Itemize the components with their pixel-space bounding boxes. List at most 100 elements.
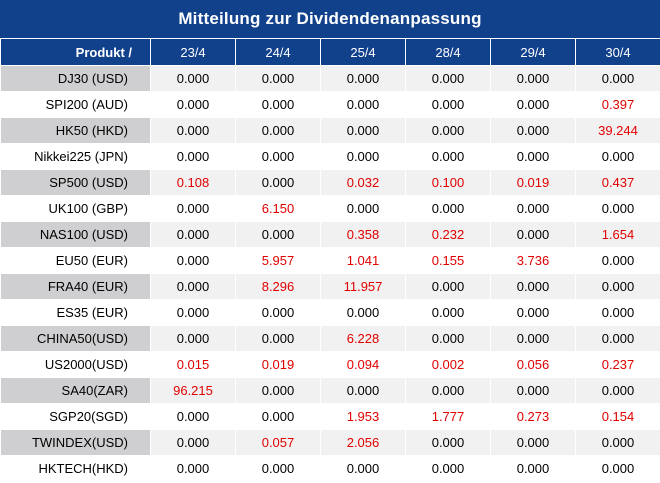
value-cell: 0.000 — [575, 247, 660, 274]
value-cell: 0.000 — [575, 325, 660, 352]
table-row: US2000(USD) 0.015 0.019 0.094 0.002 0.056 0.23… — [0, 351, 660, 378]
value-cell: 0.000 — [150, 273, 236, 300]
value-cell: 0.108 — [150, 169, 236, 196]
product-name-cell: US2000(USD) — [0, 351, 151, 378]
table-row: HK50 (HKD) 0.000 0.000 0.000 0.000 0.000 39.24… — [0, 117, 660, 144]
column-header-date: 23/4 — [150, 38, 236, 66]
value-cell: 0.000 — [575, 299, 660, 326]
value-cell: 0.000 — [320, 143, 406, 170]
value-cell: 0.000 — [150, 455, 236, 482]
table-row: EU50 (EUR) 0.000 5.957 1.041 0.155 3.736 0.000 — [0, 247, 660, 274]
value-cell: 0.273 — [490, 403, 576, 430]
value-cell: 0.000 — [235, 221, 321, 248]
table-row: ES35 (EUR) 0.000 0.000 0.000 0.000 0.000 0.000 — [0, 299, 660, 326]
product-name-cell: SGP20(SGD) — [0, 403, 151, 430]
value-cell: 0.057 — [235, 429, 321, 456]
value-cell: 0.000 — [150, 221, 236, 248]
product-name-cell: HKTECH(HKD) — [0, 455, 151, 482]
value-cell: 0.000 — [235, 403, 321, 430]
value-cell: 0.000 — [235, 325, 321, 352]
product-name-cell: HK50 (HKD) — [0, 117, 151, 144]
value-cell: 0.000 — [575, 377, 660, 404]
product-name-cell: SP500 (USD) — [0, 169, 151, 196]
value-cell: 0.000 — [405, 195, 491, 222]
value-cell: 2.056 — [320, 429, 406, 456]
value-cell: 0.032 — [320, 169, 406, 196]
column-header-date: 30/4 — [575, 38, 660, 66]
column-header-date: 24/4 — [235, 38, 321, 66]
value-cell: 0.000 — [575, 273, 660, 300]
table-row: SPI200 (AUD) 0.000 0.000 0.000 0.000 0.000 0.3… — [0, 91, 660, 118]
value-cell: 0.000 — [490, 273, 576, 300]
value-cell: 0.000 — [405, 299, 491, 326]
value-cell: 0.000 — [150, 299, 236, 326]
product-name-cell: TWINDEX(USD) — [0, 429, 151, 456]
value-cell: 0.000 — [150, 143, 236, 170]
table-body: DJ30 (USD) 0.000 0.000 0.000 0.000 0.000 0.000… — [0, 65, 660, 482]
value-cell: 0.000 — [150, 117, 236, 144]
value-cell: 96.215 — [150, 377, 236, 404]
value-cell: 0.154 — [575, 403, 660, 430]
column-header-product: Produkt / — [0, 38, 151, 66]
value-cell: 0.000 — [575, 455, 660, 482]
product-name-cell: SA40(ZAR) — [0, 377, 151, 404]
page-title: Mitteilung zur Dividendenanpassung — [0, 0, 660, 38]
header-row: Produkt / 23/4 24/4 25/4 28/4 29/4 30/4 — [0, 38, 660, 66]
product-name-cell: Nikkei225 (JPN) — [0, 143, 151, 170]
value-cell: 0.000 — [575, 195, 660, 222]
dividend-table: Produkt / 23/4 24/4 25/4 28/4 29/4 30/4 … — [0, 38, 660, 482]
value-cell: 1.041 — [320, 247, 406, 274]
value-cell: 0.000 — [235, 299, 321, 326]
value-cell: 5.957 — [235, 247, 321, 274]
table-row: SP500 (USD) 0.108 0.000 0.032 0.100 0.019 0.43… — [0, 169, 660, 196]
column-header-date: 25/4 — [320, 38, 406, 66]
table-row: FRA40 (EUR) 0.000 8.296 11.957 0.000 0.000 0.0… — [0, 273, 660, 300]
value-cell: 0.000 — [150, 429, 236, 456]
value-cell: 0.000 — [490, 143, 576, 170]
value-cell: 0.000 — [490, 65, 576, 92]
value-cell: 0.000 — [235, 143, 321, 170]
value-cell: 0.000 — [150, 91, 236, 118]
table-row: SA40(ZAR) 96.215 0.000 0.000 0.000 0.000 0.000 — [0, 377, 660, 404]
value-cell: 0.002 — [405, 351, 491, 378]
value-cell: 1.777 — [405, 403, 491, 430]
table-row: CHINA50(USD) 0.000 0.000 6.228 0.000 0.000 0.0… — [0, 325, 660, 352]
value-cell: 39.244 — [575, 117, 660, 144]
value-cell: 0.000 — [490, 429, 576, 456]
value-cell: 0.000 — [405, 273, 491, 300]
value-cell: 11.957 — [320, 273, 406, 300]
value-cell: 0.000 — [320, 117, 406, 144]
column-header-date: 28/4 — [405, 38, 491, 66]
value-cell: 0.056 — [490, 351, 576, 378]
value-cell: 0.000 — [320, 91, 406, 118]
value-cell: 3.736 — [490, 247, 576, 274]
value-cell: 0.000 — [235, 377, 321, 404]
product-name-cell: ES35 (EUR) — [0, 299, 151, 326]
table-row: SGP20(SGD) 0.000 0.000 1.953 1.777 0.273 0.154 — [0, 403, 660, 430]
value-cell: 0.397 — [575, 91, 660, 118]
value-cell: 8.296 — [235, 273, 321, 300]
product-name-cell: FRA40 (EUR) — [0, 273, 151, 300]
value-cell: 0.000 — [575, 143, 660, 170]
value-cell: 0.000 — [235, 65, 321, 92]
product-name-cell: CHINA50(USD) — [0, 325, 151, 352]
value-cell: 0.000 — [320, 299, 406, 326]
product-name-cell: EU50 (EUR) — [0, 247, 151, 274]
value-cell: 0.000 — [490, 299, 576, 326]
product-name-cell: UK100 (GBP) — [0, 195, 151, 222]
value-cell: 0.000 — [490, 377, 576, 404]
table-row: UK100 (GBP) 0.000 6.150 0.000 0.000 0.000 0.00… — [0, 195, 660, 222]
product-name-cell: NAS100 (USD) — [0, 221, 151, 248]
value-cell: 6.228 — [320, 325, 406, 352]
table-row: DJ30 (USD) 0.000 0.000 0.000 0.000 0.000 0.000 — [0, 65, 660, 92]
table-row: NAS100 (USD) 0.000 0.000 0.358 0.232 0.000 1.6… — [0, 221, 660, 248]
value-cell: 0.000 — [320, 455, 406, 482]
value-cell: 0.000 — [405, 377, 491, 404]
table-row: HKTECH(HKD) 0.000 0.000 0.000 0.000 0.000 0.00… — [0, 455, 660, 482]
value-cell: 6.150 — [235, 195, 321, 222]
value-cell: 0.000 — [490, 91, 576, 118]
value-cell: 0.000 — [150, 65, 236, 92]
value-cell: 0.000 — [490, 117, 576, 144]
product-name-cell: SPI200 (AUD) — [0, 91, 151, 118]
